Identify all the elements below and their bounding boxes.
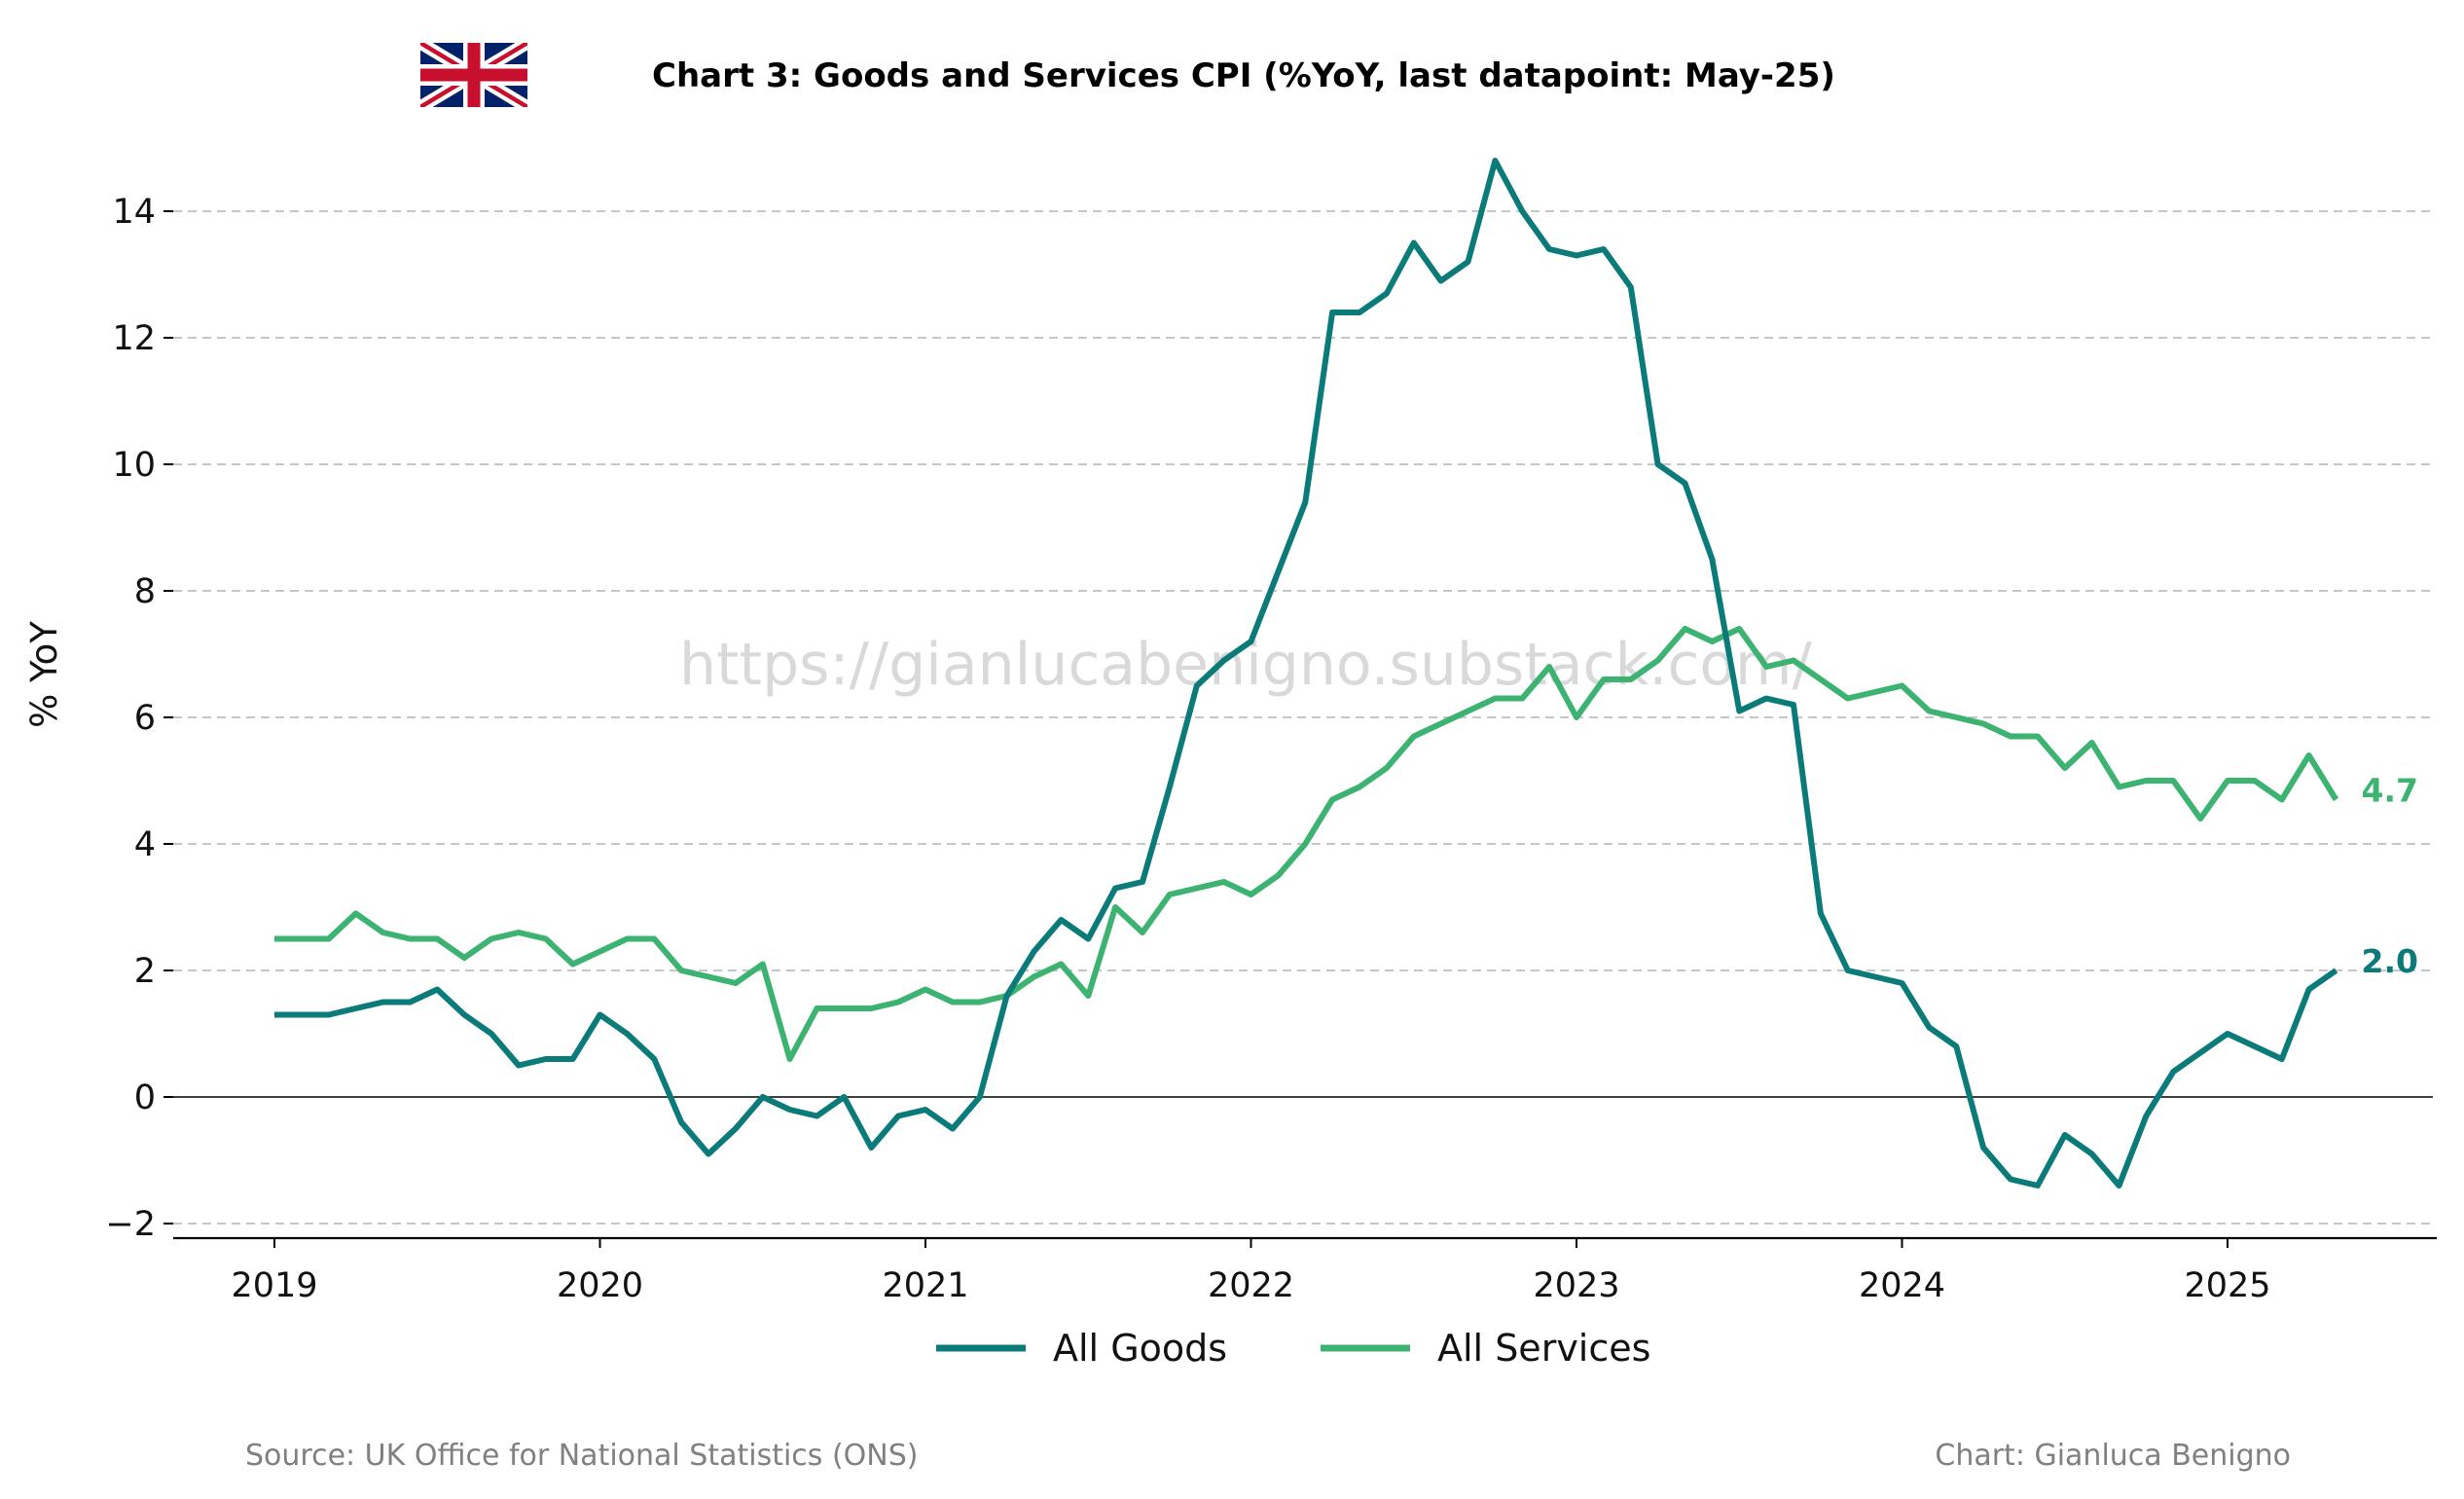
y-tick-label: 0 <box>134 1079 156 1117</box>
x-tick-label: 2025 <box>2184 1266 2270 1305</box>
x-tick-label: 2022 <box>1208 1266 1294 1305</box>
y-tick-label: 14 <box>112 193 156 232</box>
x-tick-label: 2019 <box>231 1266 317 1305</box>
source-note: Source: UK Office for National Statistic… <box>245 1439 918 1473</box>
grid-lines <box>173 210 2433 1225</box>
y-tick-label: −2 <box>105 1205 156 1244</box>
end-label-all-goods: 2.0 <box>2362 942 2418 980</box>
y-tick-label: 8 <box>134 572 156 611</box>
end-label-all-services: 4.7 <box>2362 772 2418 810</box>
uk-flag-icon <box>420 43 527 107</box>
watermark: https://gianlucabenigno.substack.com/ <box>679 631 1812 699</box>
x-tick-label: 2023 <box>1533 1266 1619 1305</box>
x-axis-ticks: 2019 2020 2021 2022 2023 2024 2025 <box>231 1238 2271 1305</box>
y-axis-label: % YoY <box>23 621 65 728</box>
series-line-all-services <box>274 626 2339 1062</box>
legend-label-goods: All Goods <box>1053 1327 1227 1370</box>
y-tick-label: 2 <box>134 952 156 991</box>
series-lines <box>274 158 2339 1188</box>
y-axis-ticks: −2 0 2 4 6 8 10 12 14 <box>105 193 173 1244</box>
chart-title: Chart 3: Goods and Services CPI (%YoY, l… <box>652 56 1835 95</box>
y-tick-label: 4 <box>134 825 156 864</box>
legend-label-services: All Services <box>1437 1327 1650 1370</box>
y-tick-label: 6 <box>134 699 156 738</box>
x-tick-label: 2021 <box>882 1266 968 1305</box>
series-line-all-goods <box>274 158 2338 1188</box>
chart-credit: Chart: Gianluca Benigno <box>1935 1439 2291 1473</box>
x-tick-label: 2020 <box>557 1266 643 1305</box>
x-tick-label: 2024 <box>1859 1266 1945 1305</box>
y-tick-label: 10 <box>112 446 156 485</box>
y-tick-label: 12 <box>112 319 156 358</box>
legend: All Goods All Services <box>936 1327 1650 1370</box>
end-labels: 2.0 4.7 <box>2362 772 2418 981</box>
